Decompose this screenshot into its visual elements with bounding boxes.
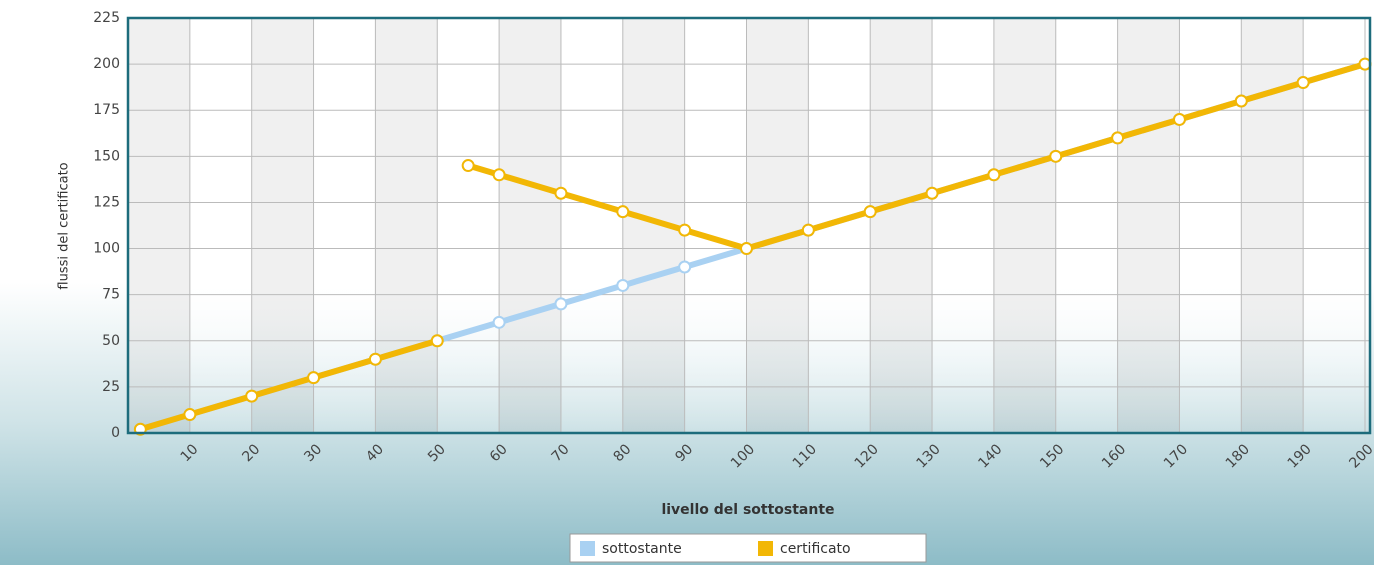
legend-swatch xyxy=(758,541,773,556)
column-band xyxy=(251,18,314,433)
data-point xyxy=(1234,94,1248,108)
plot-area xyxy=(126,16,1372,436)
y-axis-title: flussi del certificato xyxy=(57,162,72,289)
column-band xyxy=(375,18,438,433)
y-tick-label: 25 xyxy=(102,379,120,395)
column-band xyxy=(870,18,933,433)
data-point xyxy=(987,168,1001,182)
y-tick-label: 100 xyxy=(93,241,120,257)
column-band xyxy=(128,18,190,433)
data-point xyxy=(183,408,197,422)
series-line xyxy=(467,61,1366,252)
y-tick-label: 0 xyxy=(111,425,120,441)
x-axis-title: livello del sottostante xyxy=(661,502,834,518)
data-point xyxy=(925,186,939,200)
data-point xyxy=(492,315,506,329)
column-band xyxy=(1117,18,1180,433)
data-point xyxy=(801,223,815,237)
data-point xyxy=(863,205,877,219)
y-tick-label: 200 xyxy=(93,56,120,72)
data-point xyxy=(245,389,259,403)
data-point xyxy=(307,371,321,385)
y-tick-label: 150 xyxy=(93,148,120,164)
data-point xyxy=(678,260,692,274)
data-point xyxy=(554,186,568,200)
column-band xyxy=(499,18,561,433)
column-band xyxy=(993,18,1056,433)
data-point xyxy=(492,168,506,182)
data-point xyxy=(740,242,753,256)
data-point xyxy=(430,334,444,348)
column-band xyxy=(746,18,809,433)
data-point xyxy=(554,297,568,311)
y-tick-label: 50 xyxy=(102,333,120,349)
data-point xyxy=(1111,131,1125,145)
legend-label: certificato xyxy=(780,541,851,557)
column-band xyxy=(1241,18,1304,433)
data-point xyxy=(461,159,475,173)
legend-swatch xyxy=(580,541,595,556)
data-point xyxy=(1172,112,1186,126)
data-point xyxy=(616,205,630,219)
data-point xyxy=(616,278,630,292)
plot-border xyxy=(126,16,1372,435)
legend-label: sottostante xyxy=(602,541,682,557)
y-tick-label: 225 xyxy=(93,10,120,26)
y-tick-label: 75 xyxy=(102,287,120,303)
plot-background xyxy=(128,18,1370,433)
y-tick-label: 125 xyxy=(93,194,120,210)
legend-box xyxy=(569,533,927,563)
data-point xyxy=(1296,76,1310,90)
data-point xyxy=(678,223,692,237)
data-point xyxy=(368,352,382,366)
y-tick-label: 175 xyxy=(93,102,120,118)
data-point xyxy=(1049,149,1063,163)
legend: sottostante certificato xyxy=(569,533,927,563)
series-line xyxy=(139,337,439,433)
